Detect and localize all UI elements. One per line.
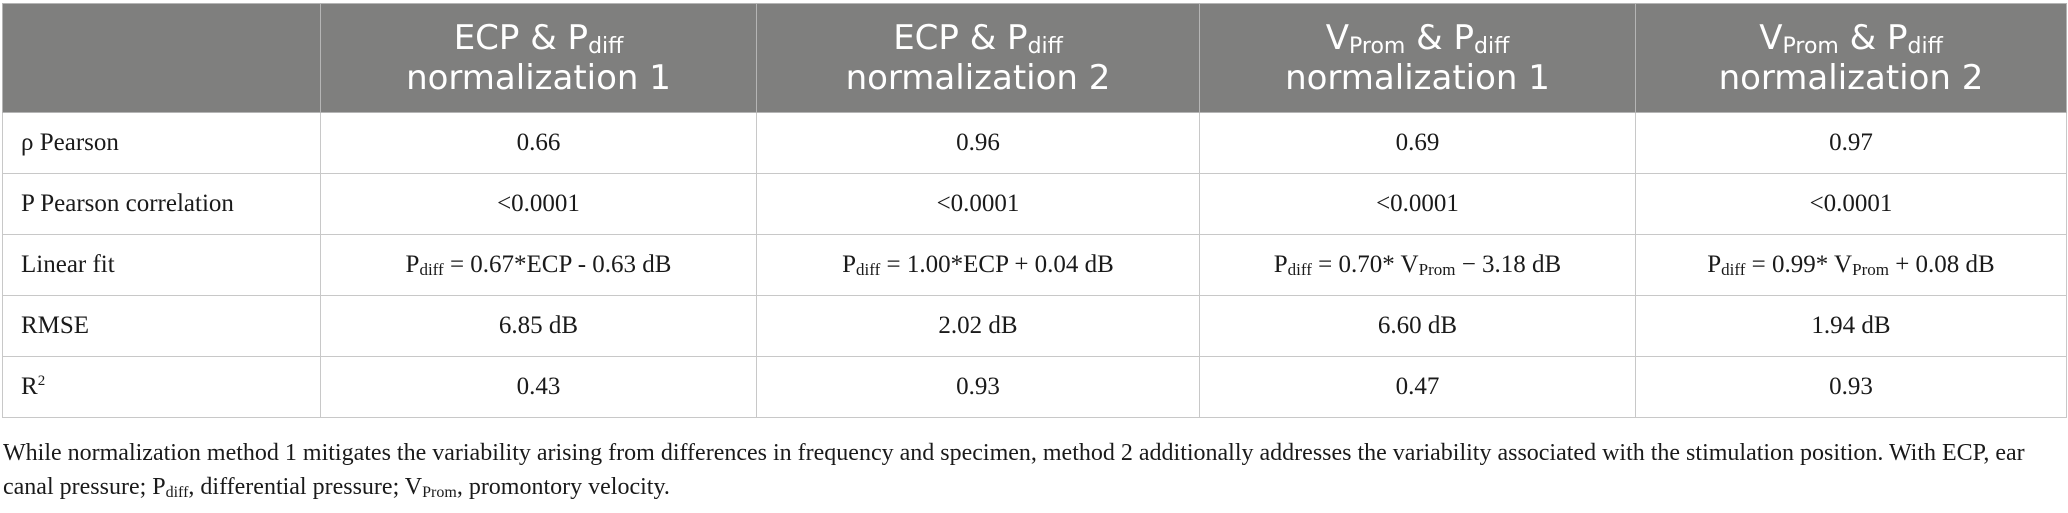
header-text: normalization 2 xyxy=(1718,58,1984,98)
table-cell: 0.43 xyxy=(320,356,757,418)
formula-text: + 0.08 dB xyxy=(1888,251,1995,278)
header-subscript: Prom xyxy=(1782,34,1839,59)
row-label: ρ Pearson xyxy=(2,112,321,174)
table-cell: 0.93 xyxy=(1635,356,2067,418)
table-cell: <0.0001 xyxy=(756,173,1200,235)
table-cell: Pdiff = 0.99* VProm + 0.08 dB xyxy=(1635,234,2067,296)
header-ecp-norm2: ECP & Pdiff normalization 2 xyxy=(756,3,1200,113)
table-cell: <0.0001 xyxy=(1199,173,1636,235)
header-vprom-norm1: VProm & Pdiff normalization 1 xyxy=(1199,3,1636,113)
header-text: normalization 1 xyxy=(406,58,671,98)
table-cell: Pdiff = 0.70* VProm − 3.18 dB xyxy=(1199,234,1636,296)
row-label-superscript: 2 xyxy=(37,373,46,389)
table-cell: 6.60 dB xyxy=(1199,295,1636,357)
table-row-linear-fit: Linear fit Pdiff = 0.67*ECP - 0.63 dB Pd… xyxy=(2,234,2067,296)
formula-subscript: diff xyxy=(856,260,881,279)
formula-text: = 0.99* V xyxy=(1745,251,1853,278)
table-cell: 0.66 xyxy=(320,112,757,174)
row-label: Linear fit xyxy=(2,234,321,296)
header-cell-empty xyxy=(2,3,321,113)
header-subscript: Prom xyxy=(1349,34,1406,59)
row-label: RMSE xyxy=(2,295,321,357)
row-label-text: R xyxy=(21,373,38,400)
formula-text: − 3.18 dB xyxy=(1455,251,1562,278)
header-text: ECP & P xyxy=(893,18,1028,58)
formula-subscript: Prom xyxy=(1418,260,1456,279)
caption-subscript: diff xyxy=(165,484,189,501)
formula-text: P xyxy=(405,251,420,278)
table-cell: Pdiff = 1.00*ECP + 0.04 dB xyxy=(756,234,1200,296)
table-cell: 0.93 xyxy=(756,356,1200,418)
formula-text: = 0.70* V xyxy=(1311,251,1419,278)
table-cell: <0.0001 xyxy=(1635,173,2067,235)
table-cell: 1.94 dB xyxy=(1635,295,2067,357)
table-row-r-squared: R2 0.43 0.93 0.47 0.93 xyxy=(2,356,2067,418)
formula-text: = 1.00*ECP + 0.04 dB xyxy=(880,251,1114,278)
caption-text: While normalization method 1 mitigates t… xyxy=(3,440,2025,500)
row-label: P Pearson correlation xyxy=(2,173,321,235)
formula-subscript: Prom xyxy=(1852,260,1889,279)
table-row-pearson: ρ Pearson 0.66 0.96 0.69 0.97 xyxy=(2,112,2067,174)
table-cell: 2.02 dB xyxy=(756,295,1200,357)
table-cell: <0.0001 xyxy=(320,173,757,235)
caption-text: , promontory velocity. xyxy=(456,474,670,500)
formula-subscript: diff xyxy=(1287,260,1312,279)
header-text: ECP & P xyxy=(453,18,589,58)
caption-subscript: Prom xyxy=(422,484,457,501)
table-cell: Pdiff = 0.67*ECP - 0.63 dB xyxy=(320,234,757,296)
header-text: V xyxy=(1325,18,1350,58)
header-text: normalization 1 xyxy=(1285,58,1550,98)
table-row-p-correlation: P Pearson correlation <0.0001 <0.0001 <0… xyxy=(2,173,2067,235)
formula-text: P xyxy=(842,251,857,278)
header-text: & P xyxy=(1405,18,1474,58)
header-subscript: diff xyxy=(1474,34,1510,59)
formula-text: P xyxy=(1273,251,1288,278)
table-cell: 0.69 xyxy=(1199,112,1636,174)
table-cell: 6.85 dB xyxy=(320,295,757,357)
table-cell: 0.47 xyxy=(1199,356,1636,418)
header-vprom-norm2: VProm & Pdiff normalization 2 xyxy=(1635,3,2067,113)
header-text: V xyxy=(1759,18,1783,58)
caption-text: , differential pressure; V xyxy=(188,474,423,500)
header-text: normalization 2 xyxy=(845,58,1111,98)
results-table: ECP & Pdiff normalization 1 ECP & Pdiff … xyxy=(2,3,2067,418)
header-subscript: diff xyxy=(588,34,624,59)
header-row: ECP & Pdiff normalization 1 ECP & Pdiff … xyxy=(2,3,2067,113)
row-label: R2 xyxy=(2,356,321,418)
formula-text: = 0.67*ECP - 0.63 dB xyxy=(443,251,672,278)
header-text: & P xyxy=(1838,18,1908,58)
header-subscript: diff xyxy=(1027,34,1063,59)
table-caption: While normalization method 1 mitigates t… xyxy=(3,436,2053,504)
header-subscript: diff xyxy=(1907,34,1943,59)
header-ecp-norm1: ECP & Pdiff normalization 1 xyxy=(320,3,757,113)
formula-subscript: diff xyxy=(419,260,444,279)
formula-subscript: diff xyxy=(1721,260,1746,279)
formula-text: P xyxy=(1707,251,1722,278)
table-row-rmse: RMSE 6.85 dB 2.02 dB 6.60 dB 1.94 dB xyxy=(2,295,2067,357)
table-cell: 0.96 xyxy=(756,112,1200,174)
results-table-container: ECP & Pdiff normalization 1 ECP & Pdiff … xyxy=(2,3,2067,418)
table-cell: 0.97 xyxy=(1635,112,2067,174)
